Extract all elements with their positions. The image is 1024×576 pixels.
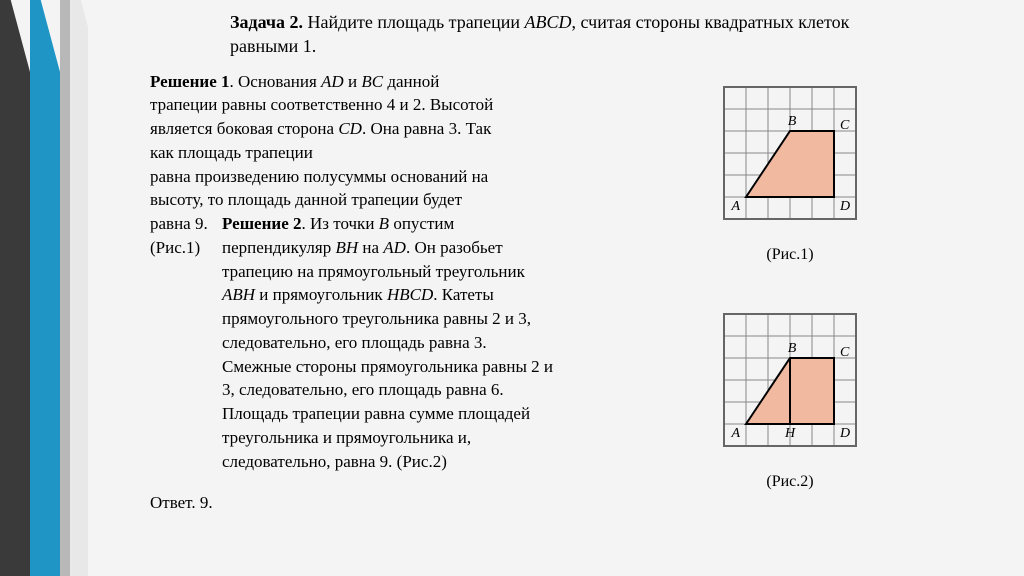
sol1-line5: равна произведению полусуммы оснований н…: [150, 166, 655, 188]
sol1-AD: AD: [321, 72, 344, 91]
sol2-l2c: . Он разобьет: [406, 238, 503, 257]
sol2-HBCD: HBCD: [387, 285, 433, 304]
sol2-line5: прямоугольного треугольника равны 2 и 3,: [222, 308, 655, 330]
sol2-B: B: [379, 214, 389, 233]
sol1-lead: Решение 1: [150, 72, 230, 91]
sol2-l2a: перпендикуляр: [222, 238, 335, 257]
figure-1-caption: (Рис.1): [766, 246, 813, 264]
sol2-l4b: и прямоугольник: [255, 285, 387, 304]
figure-1: A B C D: [708, 71, 872, 240]
sol2-BH: BH: [335, 238, 358, 257]
stripe-light: [70, 0, 88, 576]
sol2-line11: следовательно, равна 9. (Рис.2): [222, 451, 655, 473]
sol2-line6: следовательно, его площадь равна 3.: [222, 332, 655, 354]
sol1-ref: (Рис.1): [150, 237, 222, 259]
sol2-ABH: ABH: [222, 285, 255, 304]
sol2-line7: Смежные стороны прямоугольника равны 2 и: [222, 356, 655, 378]
sol1-tail-block: равна 9. (Рис.1): [150, 213, 222, 474]
svg-text:B: B: [788, 341, 797, 356]
figure-2-caption: (Рис.2): [766, 473, 813, 491]
answer-label: Ответ.: [150, 493, 196, 512]
sol2-line9: Площадь трапеции равна сумме площадей: [222, 403, 655, 425]
sol2-line8: 3, следовательно, его площадь равна 6.: [222, 379, 655, 401]
problem-title: Задача 2. Найдите площадь трапеции ABCD,…: [230, 10, 870, 59]
sol1-l3a: является боковая сторона: [150, 119, 338, 138]
svg-text:D: D: [839, 198, 850, 213]
slide-content: Задача 2. Найдите площадь трапеции ABCD,…: [150, 10, 1004, 525]
sol2-l1b: опустим: [389, 214, 454, 233]
svg-text:A: A: [730, 425, 740, 440]
sol2-line2: перпендикуляр BH на AD. Он разобьет: [222, 237, 655, 259]
sol2-l2b: на: [358, 238, 383, 257]
figure-column: A B C D (Рис.1) A B C D H (Рис.2): [675, 71, 905, 525]
svg-text:B: B: [788, 114, 797, 129]
sol2-line3: трапецию на прямоугольный треугольник: [222, 261, 655, 283]
svg-text:D: D: [839, 425, 850, 440]
sol2-line1: Решение 2. Из точки B опустим: [222, 213, 655, 235]
svg-text:H: H: [784, 425, 796, 440]
svg-text:C: C: [840, 118, 850, 133]
sol1-CD: CD: [338, 119, 362, 138]
stripe-dark: [0, 0, 30, 576]
answer-value: 9.: [196, 493, 213, 512]
sol2-block: Решение 2. Из точки B опустим перпендику…: [222, 213, 655, 474]
sol1-l1a: . Основания: [230, 72, 322, 91]
svg-text:A: A: [730, 198, 740, 213]
sol1-line2: трапеции равны соответственно 4 и 2. Выс…: [150, 94, 655, 116]
sol1-line3: является боковая сторона CD. Она равна 3…: [150, 118, 655, 140]
answer-line: Ответ. 9.: [150, 492, 655, 514]
slide-accent-stripes: [0, 0, 115, 576]
sol2-lead: Решение 2: [222, 214, 302, 233]
sol1-line4: как площадь трапеции: [150, 142, 655, 164]
text-column: Решение 1. Основания AD и BC данной трап…: [150, 71, 655, 525]
sol1-line1: Решение 1. Основания AD и BC данной: [150, 71, 655, 93]
sol2-l4d: . Катеты: [433, 285, 494, 304]
sol2-line10: треугольника и прямоугольника и,: [222, 427, 655, 449]
stripe-gray: [60, 0, 70, 576]
sol1-l1c: данной: [383, 72, 439, 91]
sol1-line7: равна 9.: [150, 213, 222, 235]
sol2-line4: ABH и прямоугольник HBCD. Катеты: [222, 284, 655, 306]
sol1-line6: высоту, то площадь данной трапеции будет: [150, 189, 655, 211]
svg-text:C: C: [840, 345, 850, 360]
sol2-AD: AD: [383, 238, 406, 257]
sol1-l3b: . Она равна 3. Так: [362, 119, 491, 138]
sol1-l1b: и: [344, 72, 362, 91]
problem-label: Задача 2.: [230, 12, 303, 32]
problem-text-a: Найдите площадь трапеции: [303, 12, 524, 32]
figure-2: A B C D H: [708, 298, 872, 467]
sol2-l1a: . Из точки: [302, 214, 379, 233]
sol1-BC: BC: [361, 72, 383, 91]
stripe-blue: [30, 0, 60, 576]
problem-shape: ABCD: [525, 12, 572, 32]
